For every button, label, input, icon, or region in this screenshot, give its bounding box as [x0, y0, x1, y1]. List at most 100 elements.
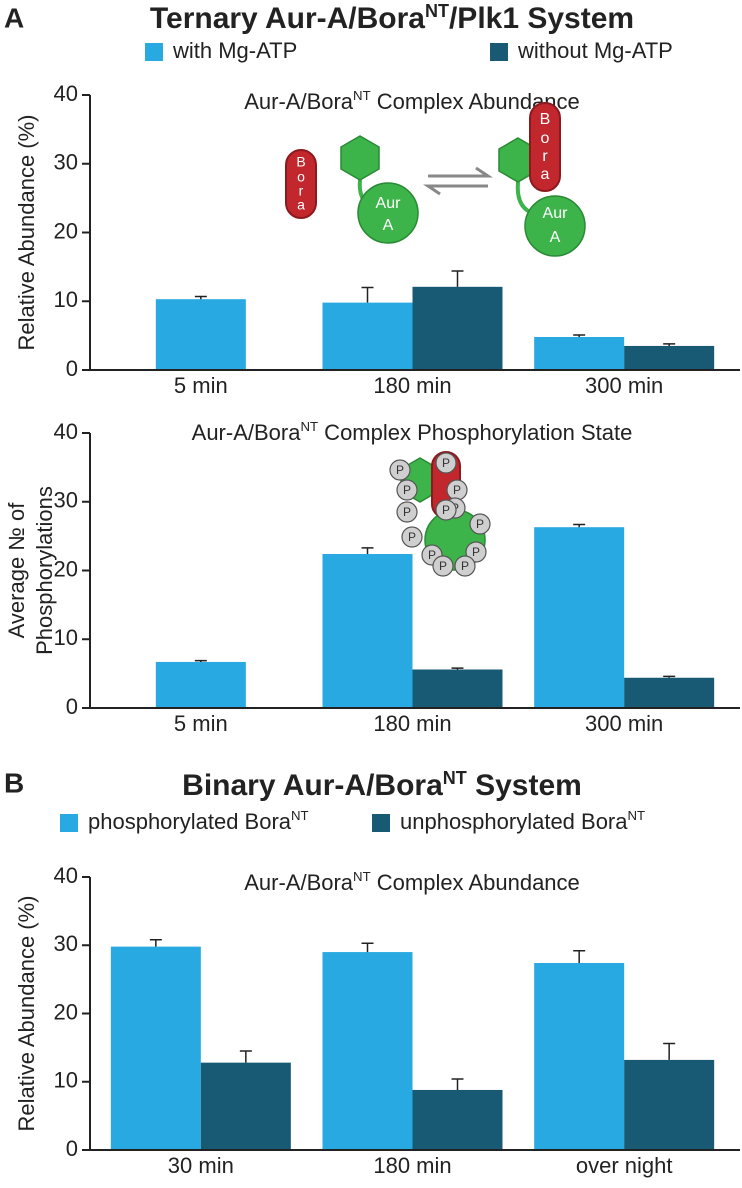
x-tick-label: 5 min — [174, 711, 228, 736]
error-bar — [194, 659, 207, 662]
text-part: Binary Aur-A/Bora — [182, 769, 443, 802]
diagram-label: Aur — [543, 205, 569, 222]
y-tick-label: 10 — [54, 1068, 78, 1093]
phospho-site — [401, 526, 423, 548]
y-tick-label: 0 — [66, 694, 78, 719]
diagram-label: P — [396, 463, 404, 477]
panel-title: Ternary Aur-A/BoraNT/Plk1 System — [150, 1, 634, 35]
x-tick-label: over night — [576, 1153, 673, 1178]
diagram-label: P — [442, 503, 450, 517]
superscript: NT — [425, 1, 449, 21]
phospho-site — [432, 555, 454, 577]
text-part: Complex Phosphorylation State — [318, 420, 632, 445]
diagram-label: P — [472, 545, 480, 559]
panel-label: A — [4, 2, 24, 33]
arrow — [428, 166, 493, 178]
text-part: Aur-A/Bora — [244, 89, 354, 114]
phospho-site — [435, 499, 457, 521]
bora-shape — [285, 149, 317, 219]
y-tick-label: 20 — [54, 218, 78, 243]
superscript: NT — [291, 809, 309, 824]
y-tick-label: 30 — [54, 931, 78, 956]
text-part: Aur-A/Bora — [192, 420, 302, 445]
superscript: NT — [300, 420, 318, 435]
y-tick-label: 40 — [54, 419, 78, 444]
diagram-label: P — [439, 559, 447, 573]
text-part: Complex Abundance — [371, 870, 580, 895]
y-axis-label: Relative Abundance (%) — [14, 895, 39, 1131]
phospho-site — [469, 513, 491, 535]
superscript: NT — [628, 809, 646, 824]
superscript: NT — [443, 768, 467, 788]
diagram-label: P — [403, 505, 411, 519]
y-axis-label: Average № of — [4, 502, 29, 639]
bar — [412, 1089, 503, 1150]
y-tick-label: 40 — [54, 863, 78, 888]
error-bar — [573, 949, 586, 963]
text-part: unphosphorylated Bora — [400, 809, 628, 834]
y-tick-label: 10 — [54, 287, 78, 312]
bar — [534, 962, 625, 1150]
legend-swatch — [145, 43, 163, 61]
y-tick-label: 20 — [54, 556, 78, 581]
superscript: NT — [353, 870, 371, 885]
panel-title: Binary Aur-A/BoraNT System — [182, 768, 582, 802]
x-tick-label: 30 min — [168, 1153, 234, 1178]
diagram: PPPPPPPPPPPPP — [389, 451, 491, 577]
diagram-label: B — [540, 111, 551, 128]
bar — [200, 1062, 291, 1150]
x-tick-label: 180 min — [373, 1153, 451, 1178]
error-bar — [573, 523, 586, 528]
phospho-site — [435, 452, 457, 474]
aur-hexagon — [340, 135, 380, 181]
phospho-site — [465, 541, 487, 563]
phospho-site — [389, 459, 411, 481]
diagram-label: Aur — [376, 195, 402, 212]
error-bar — [361, 942, 374, 953]
chart-title: Aur-A/BoraNT Complex Phosphorylation Sta… — [192, 420, 633, 445]
error-bar — [361, 286, 374, 303]
bar — [534, 527, 625, 708]
aur-circle — [357, 182, 419, 244]
error-bar — [361, 547, 374, 554]
diagram-label: A — [383, 217, 394, 234]
error-bar — [663, 675, 676, 678]
x-tick-label: 300 min — [585, 711, 663, 736]
bora-shape — [529, 102, 561, 192]
x-tick-label: 180 min — [373, 711, 451, 736]
y-tick-label: 30 — [54, 150, 78, 175]
y-tick-label: 0 — [66, 1136, 78, 1161]
chart-title: Aur-A/BoraNT Complex Abundance — [244, 89, 580, 114]
bar — [624, 1059, 715, 1150]
error-bar — [573, 334, 586, 337]
chart-title: Aur-A/BoraNT Complex Abundance — [244, 870, 580, 895]
diagram-label: P — [408, 530, 416, 544]
superscript: NT — [353, 89, 371, 104]
phospho-site — [454, 555, 476, 577]
diagram-label: r — [299, 183, 304, 199]
bar — [155, 661, 246, 708]
diagram-label: r — [542, 148, 548, 165]
bar — [624, 345, 715, 370]
y-tick-label: 40 — [54, 81, 78, 106]
bar — [534, 337, 625, 370]
linker — [515, 181, 532, 214]
x-tick-label: 300 min — [585, 373, 663, 398]
legend-label: phosphorylated BoraNT — [88, 809, 309, 834]
legend-label: with Mg-ATP — [172, 38, 297, 63]
y-axis-label: Phosphorylations — [32, 486, 57, 655]
diagram-label: P — [442, 456, 450, 470]
phospho-site — [396, 501, 418, 523]
error-bar — [149, 939, 162, 947]
diagram-label: P — [453, 483, 461, 497]
legend-label: unphosphorylated BoraNT — [400, 809, 645, 834]
diagram-label: a — [297, 197, 305, 213]
text-part: without Mg-ATP — [517, 38, 673, 63]
diagram-label: P — [403, 483, 411, 497]
legend-swatch — [372, 814, 390, 832]
y-axis-label: Relative Abundance (%) — [14, 114, 39, 350]
diagram-label: o — [541, 130, 550, 147]
panel-label: B — [4, 767, 24, 798]
error-bar — [663, 343, 676, 346]
